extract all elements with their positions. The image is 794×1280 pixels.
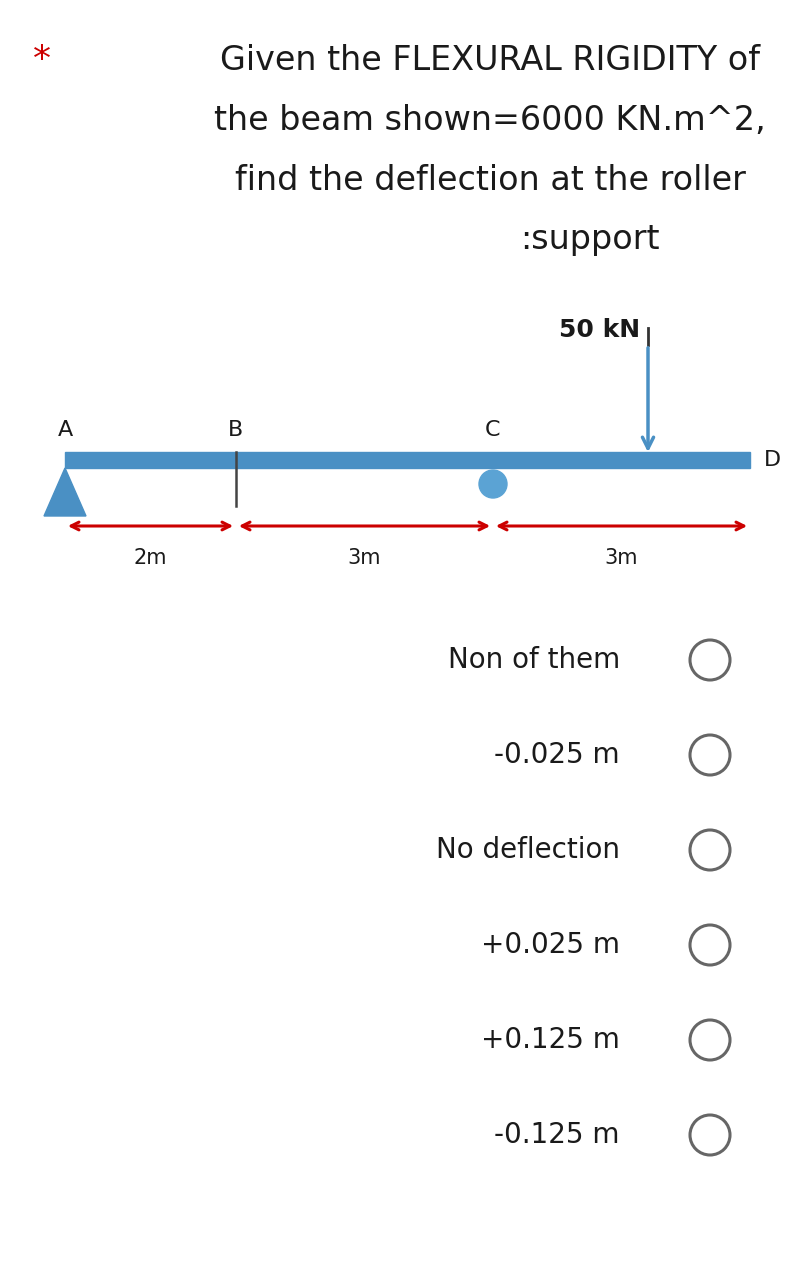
Polygon shape: [44, 468, 86, 516]
Circle shape: [479, 470, 507, 498]
Text: B: B: [229, 420, 244, 440]
Text: +0.025 m: +0.025 m: [481, 931, 620, 959]
Text: *: *: [33, 44, 51, 77]
Text: A: A: [57, 420, 72, 440]
Text: D: D: [764, 451, 781, 470]
Text: the beam shown=6000 KN.m^2,: the beam shown=6000 KN.m^2,: [214, 104, 766, 137]
Text: -0.125 m: -0.125 m: [495, 1121, 620, 1149]
Text: 3m: 3m: [605, 548, 638, 568]
Text: Non of them: Non of them: [448, 646, 620, 675]
Text: find the deflection at the roller: find the deflection at the roller: [234, 164, 746, 197]
Text: +0.125 m: +0.125 m: [481, 1027, 620, 1053]
Text: C: C: [485, 420, 501, 440]
Text: No deflection: No deflection: [436, 836, 620, 864]
Text: 2m: 2m: [133, 548, 168, 568]
Text: 50 kN: 50 kN: [559, 317, 640, 342]
Text: 3m: 3m: [348, 548, 381, 568]
Text: -0.025 m: -0.025 m: [495, 741, 620, 769]
Text: :support: :support: [520, 224, 660, 256]
Bar: [65, 452, 750, 468]
Text: Given the FLEXURAL RIGIDITY of: Given the FLEXURAL RIGIDITY of: [220, 44, 760, 77]
